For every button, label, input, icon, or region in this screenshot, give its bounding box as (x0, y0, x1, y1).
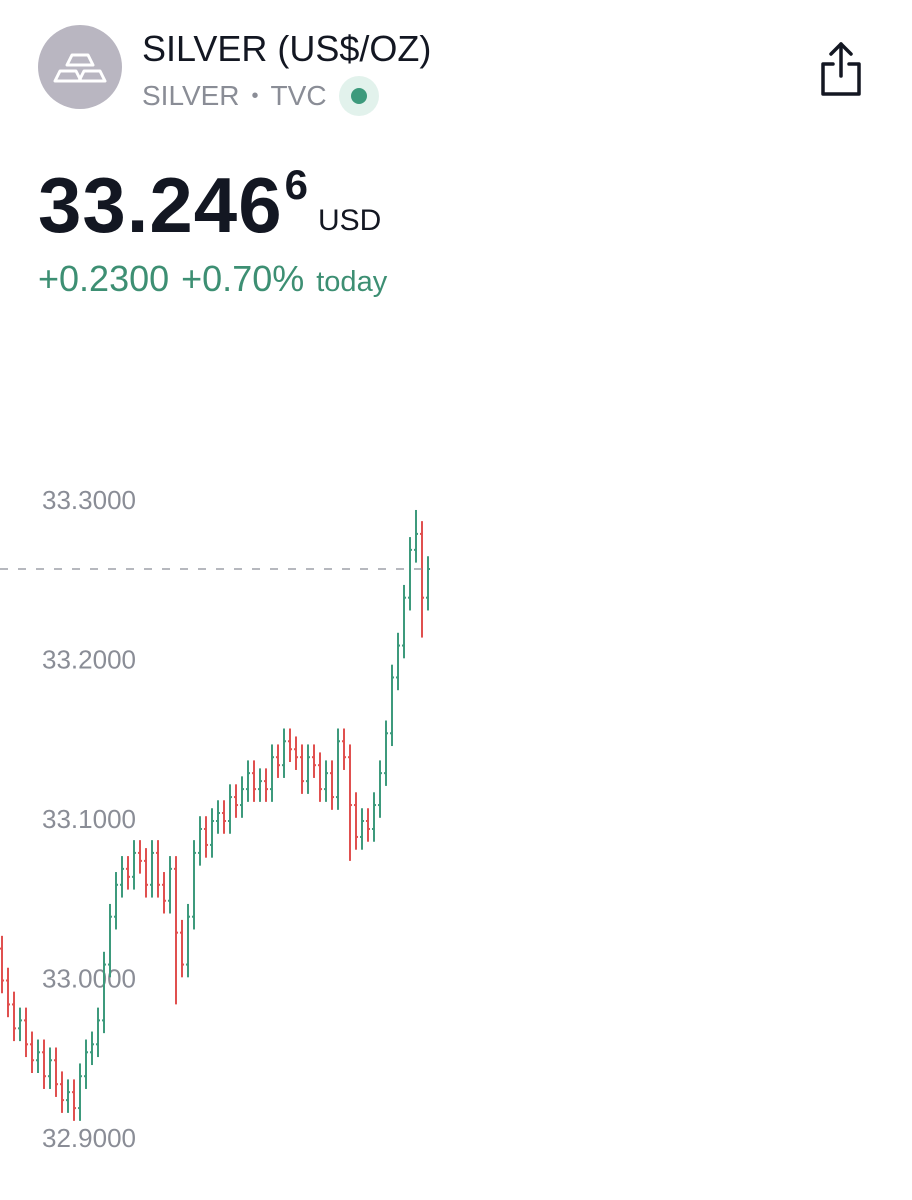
y-tick-label: 33.1000 (42, 804, 136, 834)
symbol-title: SILVER (US$/OZ) (142, 28, 432, 69)
change-period: today (316, 266, 388, 298)
status-dot (350, 88, 367, 104)
y-tick-label: 32.9000 (42, 1123, 136, 1153)
y-tick-label: 33.0000 (42, 963, 136, 993)
symbol-subtitle: SILVER • TVC (142, 76, 379, 116)
exchange: TVC (270, 80, 327, 111)
share-button[interactable] (816, 40, 866, 98)
price-change: +0.2300 +0.70% today (38, 258, 387, 300)
market-status (338, 76, 379, 116)
symbol: SILVER (142, 80, 240, 111)
y-tick-label: 33.3000 (42, 485, 136, 515)
currency: USD (317, 204, 382, 237)
price-superscript: 6 (284, 161, 308, 208)
price: 33.246 6 USD (38, 160, 381, 250)
symbol-logo (38, 25, 122, 109)
separator: • (251, 84, 259, 107)
y-tick-label: 33.2000 (42, 644, 136, 674)
change-abs: +0.2300 (38, 258, 170, 299)
logo-icon (53, 53, 107, 83)
change-pct: +0.70% (181, 258, 305, 299)
chart: 33.3000 33.2000 33.1000 33.0000 32.9000 (0, 485, 430, 1153)
price-main: 33.246 (38, 161, 283, 249)
